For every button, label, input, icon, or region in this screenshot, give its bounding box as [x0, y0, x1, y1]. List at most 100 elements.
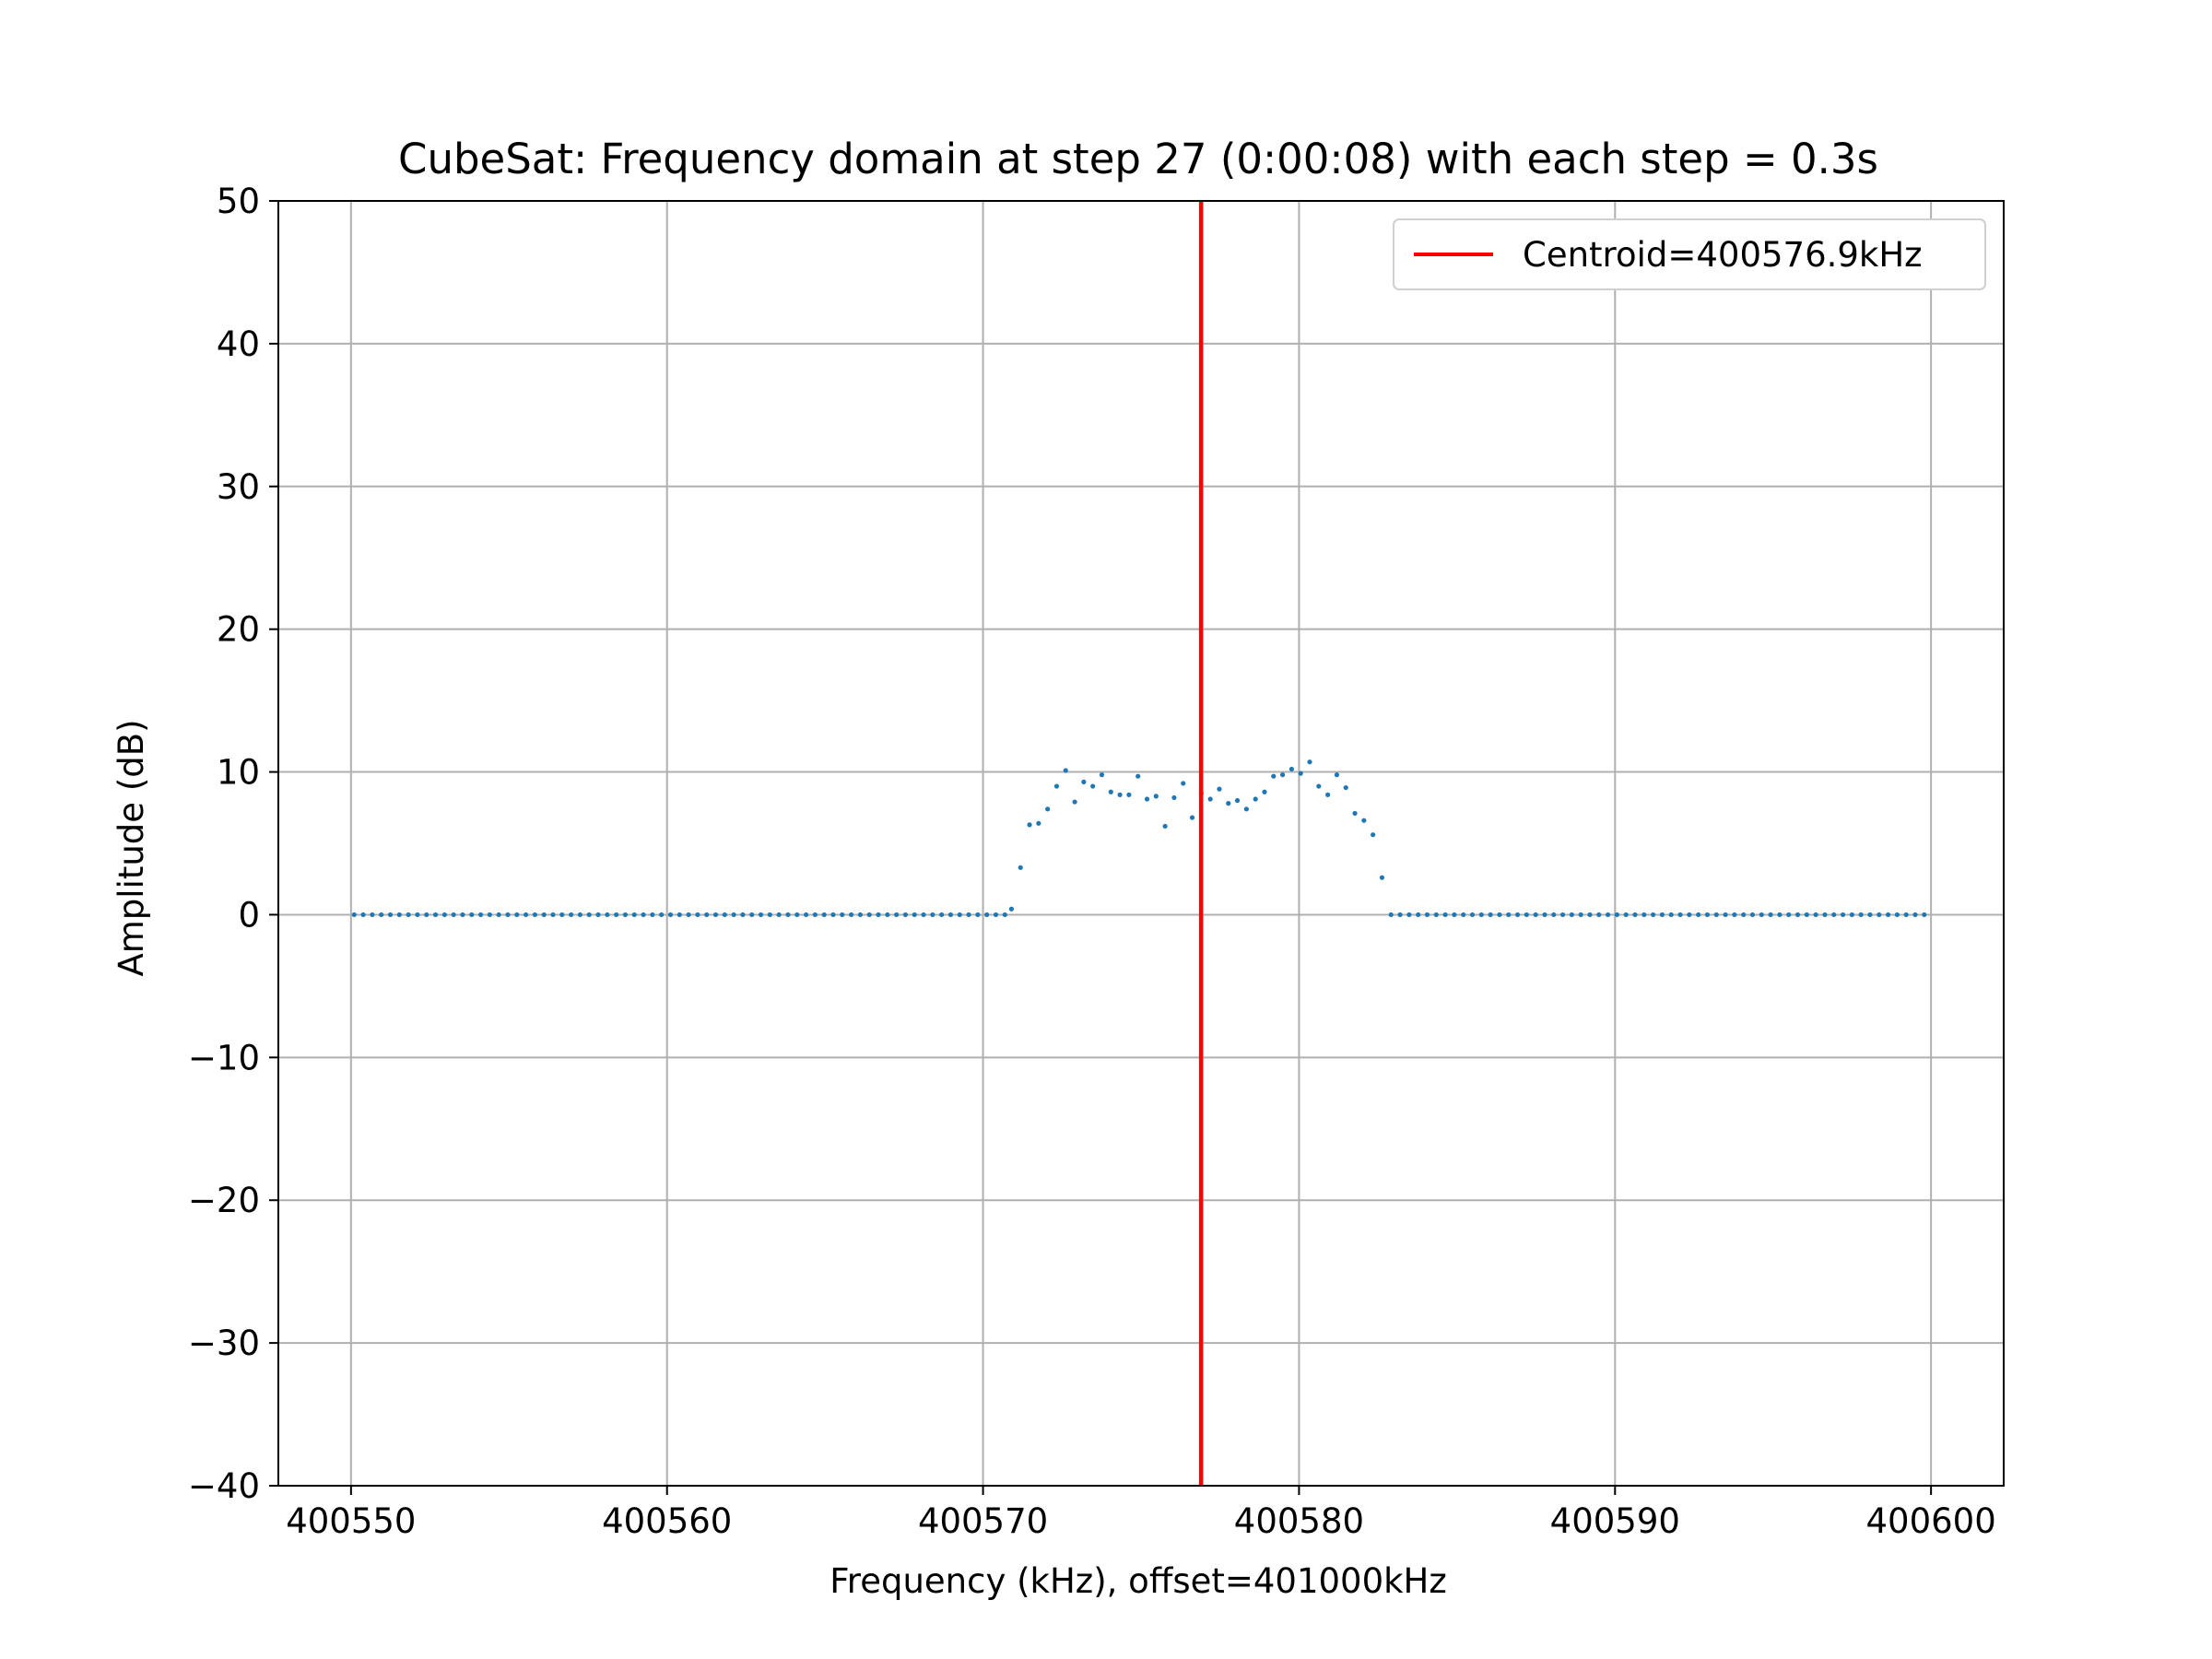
data-point — [686, 912, 691, 918]
data-point — [840, 912, 845, 918]
data-point — [1397, 912, 1403, 918]
data-point — [631, 912, 637, 918]
data-point — [731, 912, 736, 918]
data-point — [1867, 912, 1873, 918]
data-point — [550, 912, 556, 918]
data-point — [659, 912, 665, 918]
data-point — [1045, 806, 1051, 812]
data-point — [1877, 912, 1882, 918]
data-point — [1478, 912, 1484, 918]
data-point — [957, 912, 962, 918]
data-point — [1596, 912, 1602, 918]
data-point — [641, 912, 646, 918]
data-point — [1732, 912, 1737, 918]
data-point — [993, 912, 999, 918]
data-point — [505, 912, 511, 918]
data-point — [1262, 789, 1267, 794]
data-point — [1288, 766, 1295, 772]
data-point — [496, 912, 501, 918]
data-point — [577, 912, 583, 918]
data-point — [704, 912, 710, 918]
data-point — [1379, 875, 1385, 880]
y-tick-label: −30 — [188, 1324, 260, 1363]
data-point — [1226, 801, 1231, 806]
y-tick-label: −20 — [188, 1181, 260, 1220]
data-point — [1551, 912, 1557, 918]
data-point — [1162, 823, 1168, 830]
data-point — [650, 912, 655, 918]
data-point — [1641, 912, 1647, 918]
data-point — [1371, 832, 1376, 838]
data-point — [776, 912, 782, 918]
data-point — [387, 912, 394, 918]
data-point — [360, 912, 366, 918]
y-tick-label: 0 — [238, 895, 260, 935]
data-point — [532, 912, 538, 918]
data-point — [902, 912, 909, 918]
data-point — [1002, 912, 1007, 918]
data-point — [460, 912, 465, 918]
y-tick-label: −10 — [188, 1038, 260, 1077]
data-point — [695, 912, 700, 918]
data-point — [514, 912, 520, 918]
data-point — [966, 912, 971, 918]
data-point — [1704, 912, 1711, 918]
data-point — [1559, 912, 1566, 918]
data-point — [1343, 784, 1348, 791]
legend-box — [1393, 218, 1986, 290]
data-point — [885, 912, 890, 918]
data-point — [1018, 865, 1023, 870]
data-point — [396, 912, 402, 918]
data-point — [758, 912, 764, 918]
x-tick-label: 400560 — [602, 1501, 732, 1541]
data-point — [1298, 771, 1303, 776]
data-point — [740, 912, 746, 918]
data-point — [1542, 912, 1547, 918]
data-point — [1623, 912, 1629, 918]
data-point — [803, 912, 809, 918]
data-point — [1307, 759, 1312, 765]
data-point — [712, 912, 719, 918]
data-point — [975, 912, 981, 918]
data-point — [1506, 912, 1512, 918]
data-point — [370, 912, 375, 918]
x-axis-label: Frequency (kHz), offset=401000kHz — [830, 1561, 1447, 1601]
data-point — [559, 912, 565, 918]
data-point — [1442, 912, 1448, 918]
data-point — [1533, 912, 1538, 918]
data-point — [930, 912, 935, 918]
data-point — [487, 912, 492, 918]
data-point — [1651, 912, 1656, 918]
data-point — [432, 912, 439, 918]
data-point — [1416, 912, 1421, 918]
data-point — [1741, 912, 1747, 918]
data-point — [1569, 912, 1574, 918]
data-point — [1117, 792, 1123, 797]
data-point — [1786, 912, 1792, 918]
data-point — [1008, 906, 1015, 912]
data-point — [866, 912, 872, 918]
data-point — [677, 912, 682, 918]
data-point — [1659, 912, 1665, 918]
data-point — [1822, 912, 1828, 918]
data-point — [1036, 820, 1041, 826]
y-tick-label: 40 — [217, 324, 260, 364]
data-point — [767, 912, 772, 918]
data-point — [984, 912, 990, 918]
data-point — [1207, 796, 1213, 802]
data-point — [1578, 912, 1583, 918]
data-point — [785, 912, 791, 918]
data-point — [569, 912, 574, 918]
data-point — [614, 912, 619, 918]
data-point — [1053, 783, 1060, 789]
data-point — [477, 912, 484, 918]
y-tick-label: 30 — [217, 467, 260, 507]
data-point — [1488, 912, 1493, 918]
data-point — [1090, 783, 1096, 789]
data-point — [1108, 789, 1113, 794]
y-tick-label: −40 — [188, 1466, 260, 1506]
data-point — [1126, 792, 1132, 797]
data-series — [351, 759, 1927, 918]
data-point — [1271, 773, 1277, 779]
